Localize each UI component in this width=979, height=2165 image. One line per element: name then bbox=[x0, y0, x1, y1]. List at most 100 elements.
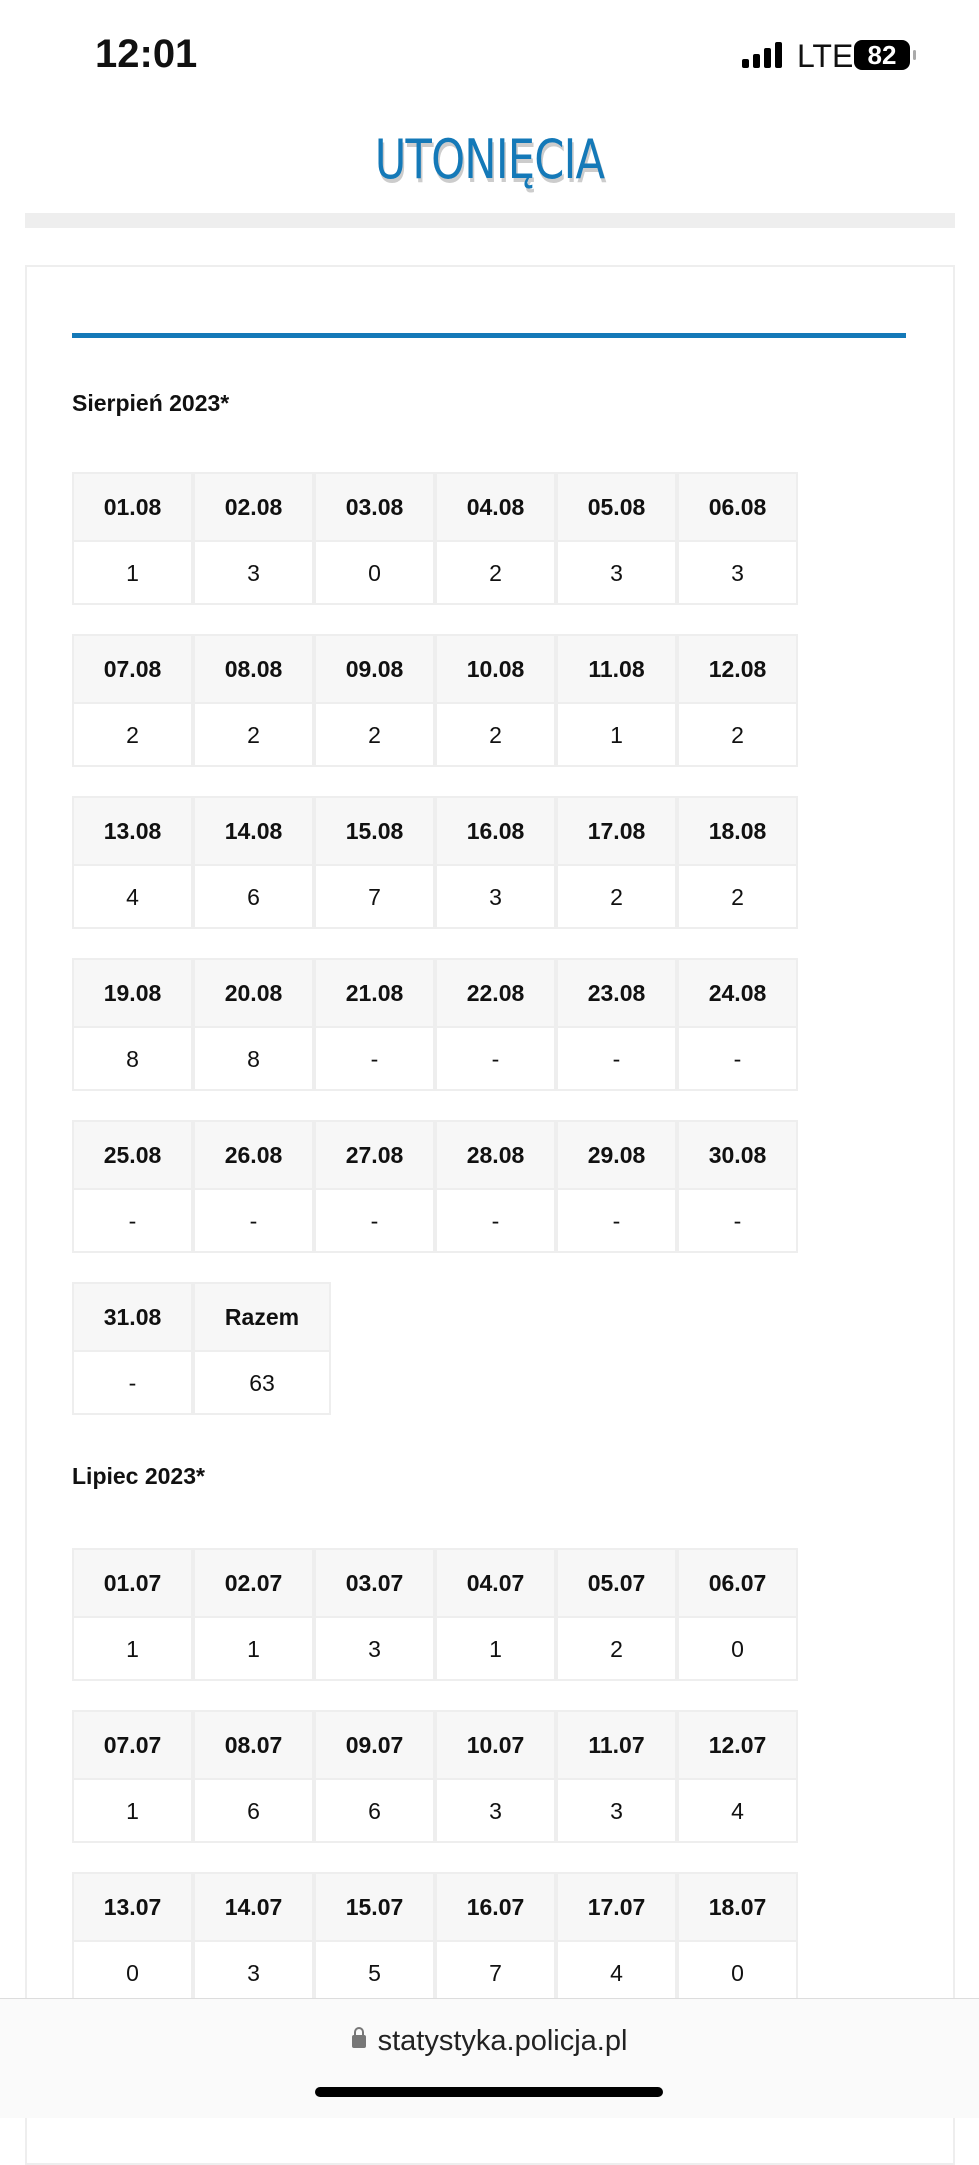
address-bar[interactable]: statystyka.policja.pl bbox=[0, 2025, 979, 2058]
day-header: 05.07 bbox=[558, 1550, 675, 1616]
day-value: 6 bbox=[316, 1778, 433, 1841]
day-value: 5 bbox=[316, 1940, 433, 2003]
day-cell: 02.07 1 bbox=[193, 1548, 314, 1681]
day-cell: 15.08 7 bbox=[314, 796, 435, 929]
day-value: 1 bbox=[437, 1616, 554, 1679]
day-header: 13.07 bbox=[74, 1874, 191, 1940]
day-cell: 14.07 3 bbox=[193, 1872, 314, 2005]
day-header: 06.07 bbox=[679, 1550, 796, 1616]
day-header: 16.07 bbox=[437, 1874, 554, 1940]
day-cell: 04.07 1 bbox=[435, 1548, 556, 1681]
day-value: 1 bbox=[74, 540, 191, 603]
day-value: 2 bbox=[316, 702, 433, 765]
day-cell: 11.08 1 bbox=[556, 634, 677, 767]
day-cell: 29.08- bbox=[556, 1120, 677, 1253]
day-table: 01.08 1 02.08 3 03.08 0 04.08 2 05.08 3 06.08 3 bbox=[72, 472, 798, 605]
day-value: 4 bbox=[558, 1940, 675, 2003]
day-header: 08.08 bbox=[195, 636, 312, 702]
day-header: 27.08 bbox=[316, 1122, 433, 1188]
day-value: 3 bbox=[437, 1778, 554, 1841]
day-cell: 03.07 3 bbox=[314, 1548, 435, 1681]
day-value: 4 bbox=[679, 1778, 796, 1841]
day-header: 11.07 bbox=[558, 1712, 675, 1778]
day-header: 15.08 bbox=[316, 798, 433, 864]
day-cell: 15.07 5 bbox=[314, 1872, 435, 2005]
day-value: 1 bbox=[558, 702, 675, 765]
day-cell: 09.08 2 bbox=[314, 634, 435, 767]
day-cell: 01.08 1 bbox=[72, 472, 193, 605]
day-cell: 23.08- bbox=[556, 958, 677, 1091]
day-header: 20.08 bbox=[195, 960, 312, 1026]
day-header: 09.07 bbox=[316, 1712, 433, 1778]
signal-icon bbox=[742, 42, 782, 68]
day-header: 02.08 bbox=[195, 474, 312, 540]
url-text: statystyka.policja.pl bbox=[377, 2025, 628, 2057]
day-header: 14.07 bbox=[195, 1874, 312, 1940]
day-value: 3 bbox=[558, 1778, 675, 1841]
day-cell: 19.08 8 bbox=[72, 958, 193, 1091]
lock-icon bbox=[351, 2027, 366, 2048]
day-cell: 10.08 2 bbox=[435, 634, 556, 767]
home-indicator[interactable] bbox=[315, 2087, 663, 2097]
day-cell: 18.08 2 bbox=[677, 796, 798, 929]
day-header: 06.08 bbox=[679, 474, 796, 540]
day-header: 09.08 bbox=[316, 636, 433, 702]
day-value: 63 bbox=[195, 1350, 329, 1413]
day-value: 6 bbox=[195, 864, 312, 927]
status-bar: 12:01 LTE 82 bbox=[0, 0, 979, 110]
day-value: 8 bbox=[74, 1026, 191, 1089]
day-header: 10.08 bbox=[437, 636, 554, 702]
day-header: 19.08 bbox=[74, 960, 191, 1026]
month-heading: Lipiec 2023* bbox=[72, 1463, 205, 1489]
day-table: 25.08-26.08-27.08-28.08-29.08-30.08- bbox=[72, 1120, 798, 1253]
day-cell: 30.08- bbox=[677, 1120, 798, 1253]
day-header: 23.08 bbox=[558, 960, 675, 1026]
day-cell: 26.08- bbox=[193, 1120, 314, 1253]
day-header: 01.07 bbox=[74, 1550, 191, 1616]
day-header: 24.08 bbox=[679, 960, 796, 1026]
day-value: 1 bbox=[74, 1778, 191, 1841]
day-value: 2 bbox=[74, 702, 191, 765]
day-value: - bbox=[316, 1026, 433, 1089]
day-header: 07.08 bbox=[74, 636, 191, 702]
day-cell: 06.08 3 bbox=[677, 472, 798, 605]
day-header: 05.08 bbox=[558, 474, 675, 540]
day-header: 30.08 bbox=[679, 1122, 796, 1188]
day-header: 14.08 bbox=[195, 798, 312, 864]
day-cell: 13.07 0 bbox=[72, 1872, 193, 2005]
day-header: 12.08 bbox=[679, 636, 796, 702]
day-value: 3 bbox=[195, 540, 312, 603]
day-value: 6 bbox=[195, 1778, 312, 1841]
day-cell: 11.07 3 bbox=[556, 1710, 677, 1843]
day-cell: 02.08 3 bbox=[193, 472, 314, 605]
clock: 12:01 bbox=[95, 32, 198, 76]
day-header: 03.08 bbox=[316, 474, 433, 540]
day-value: 8 bbox=[195, 1026, 312, 1089]
day-value: - bbox=[316, 1188, 433, 1251]
day-value: 3 bbox=[437, 864, 554, 927]
day-value: 7 bbox=[437, 1940, 554, 2003]
day-value: 1 bbox=[74, 1616, 191, 1679]
day-header: 11.08 bbox=[558, 636, 675, 702]
day-cell: 05.07 2 bbox=[556, 1548, 677, 1681]
day-value: 7 bbox=[316, 864, 433, 927]
day-header: 28.08 bbox=[437, 1122, 554, 1188]
day-value: 1 bbox=[195, 1616, 312, 1679]
day-table: 07.08 2 08.08 2 09.08 2 10.08 2 11.08 1 12.08 2 bbox=[72, 634, 798, 767]
day-header: 04.08 bbox=[437, 474, 554, 540]
day-cell: 06.07 0 bbox=[677, 1548, 798, 1681]
day-cell: 07.07 1 bbox=[72, 1710, 193, 1843]
day-header: 10.07 bbox=[437, 1712, 554, 1778]
day-cell: Razem 63 bbox=[193, 1282, 331, 1415]
day-value: - bbox=[437, 1026, 554, 1089]
day-header: 08.07 bbox=[195, 1712, 312, 1778]
day-value: 0 bbox=[679, 1940, 796, 2003]
day-value: 2 bbox=[558, 1616, 675, 1679]
day-header: Razem bbox=[195, 1284, 329, 1350]
day-value: 0 bbox=[316, 540, 433, 603]
day-header: 17.07 bbox=[558, 1874, 675, 1940]
day-header: 16.08 bbox=[437, 798, 554, 864]
day-value: - bbox=[558, 1026, 675, 1089]
day-header: 21.08 bbox=[316, 960, 433, 1026]
day-cell: 08.07 6 bbox=[193, 1710, 314, 1843]
